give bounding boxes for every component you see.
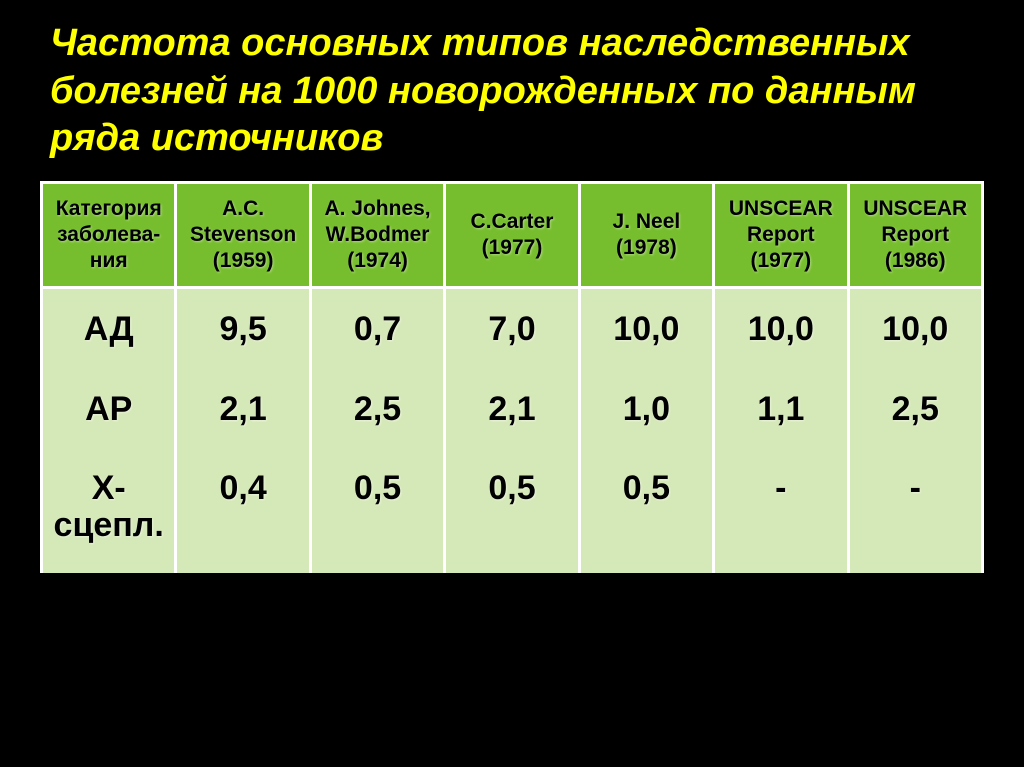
col-header-carter: C.Carter (1977) [445, 182, 579, 288]
col-header-neel: J. Neel (1978) [579, 182, 713, 288]
cell-value: 0,5 [445, 456, 579, 573]
col-header-unscear86: UNSCEAR Report (1986) [848, 182, 982, 288]
cell-value: 0,5 [310, 456, 444, 573]
cell-value: 10,0 [579, 288, 713, 377]
cell-value: 0,7 [310, 288, 444, 377]
cell-value: 2,5 [310, 377, 444, 456]
cell-value: 0,4 [176, 456, 310, 573]
col-header-category: Категория заболева-ния [42, 182, 176, 288]
table-row: Х-сцепл. 0,4 0,5 0,5 0,5 - - [42, 456, 983, 573]
frequency-table: Категория заболева-ния A.C. Stevenson (1… [40, 181, 984, 573]
cell-value: 2,1 [176, 377, 310, 456]
cell-category: АР [42, 377, 176, 456]
table-row: АД 9,5 0,7 7,0 10,0 10,0 10,0 [42, 288, 983, 377]
cell-value: 2,1 [445, 377, 579, 456]
col-header-stevenson: A.C. Stevenson (1959) [176, 182, 310, 288]
col-header-johnes: A. Johnes, W.Bodmer (1974) [310, 182, 444, 288]
cell-value: 7,0 [445, 288, 579, 377]
col-header-unscear77: UNSCEAR Report (1977) [714, 182, 848, 288]
cell-value: 10,0 [714, 288, 848, 377]
slide-title: Частота основных типов наследственных бо… [40, 20, 984, 163]
cell-value: - [714, 456, 848, 573]
cell-value: 10,0 [848, 288, 982, 377]
cell-category: Х-сцепл. [42, 456, 176, 573]
cell-value: 9,5 [176, 288, 310, 377]
cell-value: 1,0 [579, 377, 713, 456]
table-row: АР 2,1 2,5 2,1 1,0 1,1 2,5 [42, 377, 983, 456]
table-header-row: Категория заболева-ния A.C. Stevenson (1… [42, 182, 983, 288]
cell-value: 0,5 [579, 456, 713, 573]
cell-value: - [848, 456, 982, 573]
cell-value: 1,1 [714, 377, 848, 456]
cell-value: 2,5 [848, 377, 982, 456]
cell-category: АД [42, 288, 176, 377]
